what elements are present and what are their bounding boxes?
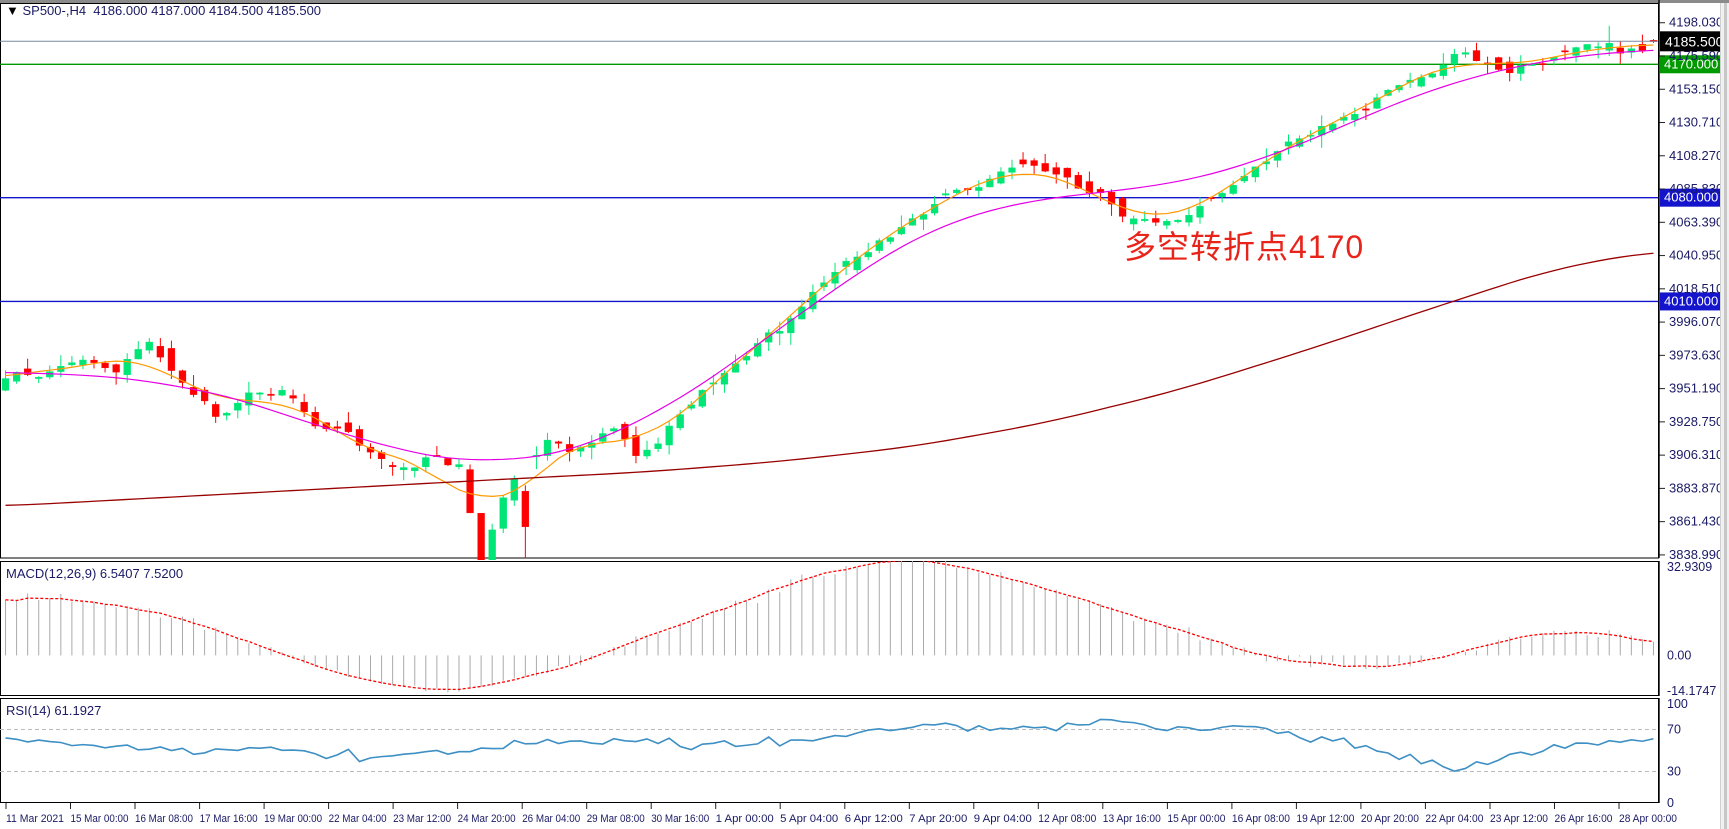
svg-text:4063.390: 4063.390 xyxy=(1669,214,1723,229)
svg-text:1 Apr 00:00: 1 Apr 00:00 xyxy=(716,813,774,825)
svg-text:32.9309: 32.9309 xyxy=(1667,561,1712,574)
svg-text:4185.500: 4185.500 xyxy=(1665,33,1724,49)
svg-text:19 Apr 12:00: 19 Apr 12:00 xyxy=(1296,813,1354,825)
svg-text:100: 100 xyxy=(1667,698,1688,711)
svg-text:3883.870: 3883.870 xyxy=(1669,480,1723,495)
svg-text:22 Mar 04:00: 22 Mar 04:00 xyxy=(329,813,387,825)
svg-text:26 Apr 16:00: 26 Apr 16:00 xyxy=(1555,813,1613,825)
svg-text:-14.1747: -14.1747 xyxy=(1667,684,1716,698)
svg-text:4108.270: 4108.270 xyxy=(1669,148,1723,163)
svg-text:4085.830: 4085.830 xyxy=(1669,181,1723,196)
svg-text:24 Mar 20:00: 24 Mar 20:00 xyxy=(458,813,516,825)
svg-text:11 Mar 2021: 11 Mar 2021 xyxy=(6,813,64,825)
svg-text:13 Apr 16:00: 13 Apr 16:00 xyxy=(1103,813,1161,825)
svg-text:6 Apr 12:00: 6 Apr 12:00 xyxy=(845,813,903,825)
svg-text:3906.310: 3906.310 xyxy=(1669,447,1723,462)
svg-text:3838.990: 3838.990 xyxy=(1669,547,1723,560)
svg-text:23 Apr 12:00: 23 Apr 12:00 xyxy=(1490,813,1548,825)
svg-text:22 Apr 04:00: 22 Apr 04:00 xyxy=(1425,813,1483,825)
svg-text:4153.150: 4153.150 xyxy=(1669,81,1723,96)
svg-text:29 Mar 08:00: 29 Mar 08:00 xyxy=(587,813,645,825)
svg-text:0: 0 xyxy=(1667,796,1674,810)
svg-text:30: 30 xyxy=(1667,765,1681,779)
svg-text:7 Apr 20:00: 7 Apr 20:00 xyxy=(909,813,967,825)
svg-text:23 Mar 12:00: 23 Mar 12:00 xyxy=(393,813,451,825)
svg-text:15 Apr 00:00: 15 Apr 00:00 xyxy=(1167,813,1225,825)
svg-text:5 Apr 04:00: 5 Apr 04:00 xyxy=(780,813,838,825)
svg-text:3951.190: 3951.190 xyxy=(1669,381,1723,396)
svg-text:26 Mar 04:00: 26 Mar 04:00 xyxy=(522,813,580,825)
svg-text:20 Apr 20:00: 20 Apr 20:00 xyxy=(1361,813,1419,825)
svg-text:16 Mar 08:00: 16 Mar 08:00 xyxy=(135,813,193,825)
svg-text:30 Mar 16:00: 30 Mar 16:00 xyxy=(651,813,709,825)
svg-text:19 Mar 00:00: 19 Mar 00:00 xyxy=(264,813,322,825)
svg-text:28 Apr 00:00: 28 Apr 00:00 xyxy=(1619,813,1677,825)
svg-text:9 Apr 04:00: 9 Apr 04:00 xyxy=(974,813,1032,825)
svg-text:17 Mar 16:00: 17 Mar 16:00 xyxy=(200,813,258,825)
svg-text:16 Apr 08:00: 16 Apr 08:00 xyxy=(1232,813,1290,825)
svg-text:70: 70 xyxy=(1667,723,1681,737)
svg-text:4198.030: 4198.030 xyxy=(1669,15,1723,30)
svg-text:4040.950: 4040.950 xyxy=(1669,248,1723,263)
svg-text:0.00: 0.00 xyxy=(1667,648,1691,662)
svg-text:4130.710: 4130.710 xyxy=(1669,115,1723,130)
svg-text:3973.630: 3973.630 xyxy=(1669,347,1723,362)
svg-text:12 Apr 08:00: 12 Apr 08:00 xyxy=(1038,813,1096,825)
svg-text:3928.750: 3928.750 xyxy=(1669,414,1723,429)
svg-text:4018.510: 4018.510 xyxy=(1669,281,1723,296)
svg-text:3861.430: 3861.430 xyxy=(1669,514,1723,529)
svg-text:15 Mar 00:00: 15 Mar 00:00 xyxy=(71,813,129,825)
svg-text:3996.070: 3996.070 xyxy=(1669,314,1723,329)
